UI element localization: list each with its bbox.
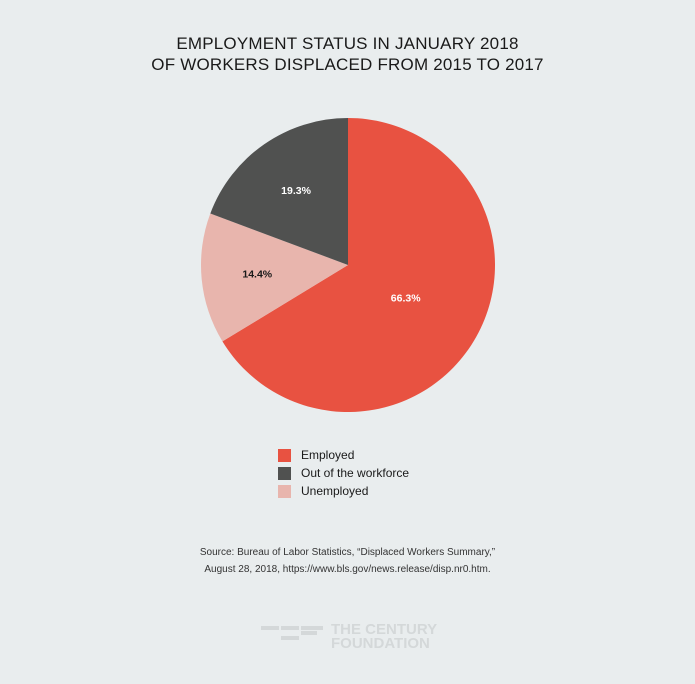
title-line-1: EMPLOYMENT STATUS IN JANUARY 2018: [176, 34, 519, 53]
logo-text: THE CENTURY FOUNDATION: [331, 621, 438, 652]
legend-swatch: [278, 484, 291, 498]
pie-slice-out-of-the-workforce: [210, 118, 348, 265]
logo: THE CENTURY FOUNDATION: [261, 621, 438, 652]
legend: Employed Out of the workforce Unemployed: [278, 446, 409, 500]
title-line-2: OF WORKERS DISPLACED FROM 2015 TO 2017: [151, 55, 544, 74]
logo-line-2: FOUNDATION: [331, 635, 430, 652]
legend-swatch: [278, 448, 291, 462]
source-note: Source: Bureau of Labor Statistics, “Dis…: [0, 544, 695, 578]
legend-item: Out of the workforce: [278, 464, 409, 482]
source-line-1: Source: Bureau of Labor Statistics, “Dis…: [199, 547, 496, 558]
data-label: 66.3%: [391, 292, 421, 304]
legend-label: Employed: [301, 448, 355, 462]
logo-mark: [261, 623, 323, 643]
legend-item: Unemployed: [278, 482, 409, 500]
chart-title: EMPLOYMENT STATUS IN JANUARY 2018 OF WOR…: [0, 33, 695, 75]
legend-item: Employed: [278, 446, 409, 464]
data-label: 14.4%: [242, 269, 272, 281]
pie-slice-unemployed: [200, 213, 348, 342]
pie-slice-employed: [222, 118, 496, 412]
logo-line-1: THE CENTURY: [331, 621, 438, 638]
data-label: 19.3%: [281, 185, 311, 197]
source-line-2: August 28, 2018, https://www.bls.gov/new…: [204, 564, 491, 575]
legend-swatch: [278, 466, 291, 480]
legend-label: Out of the workforce: [301, 466, 410, 480]
legend-label: Unemployed: [301, 484, 369, 498]
